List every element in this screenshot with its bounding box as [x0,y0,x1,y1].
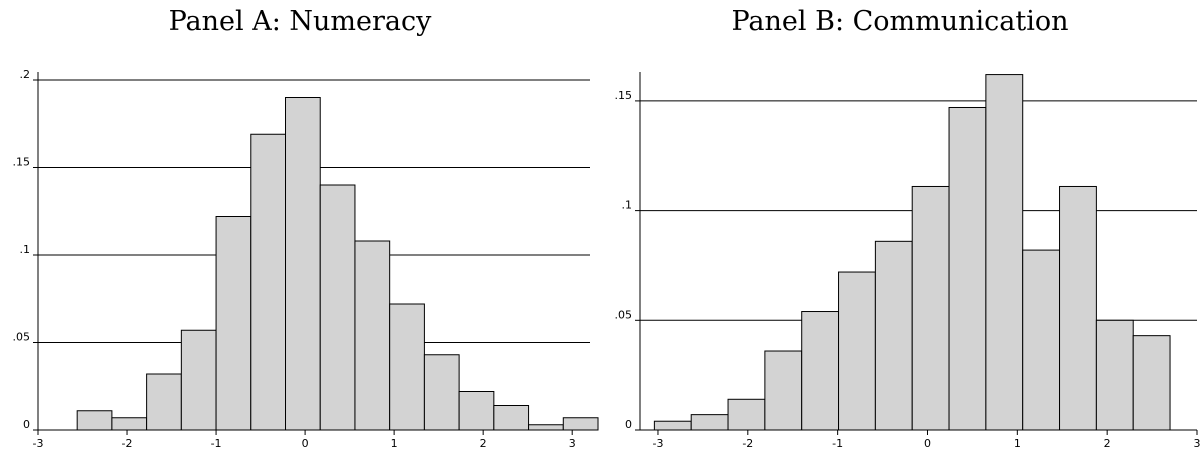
panel-a-bar [389,303,425,431]
panel-a-bar [354,240,391,431]
panel-b-y-tick-label: .1 [622,199,633,212]
panel-b-bar [801,311,840,431]
panel-b-y-tick-label: .15 [615,89,633,102]
panel-b-bar [985,74,1024,431]
panel-b-bar [1132,335,1171,431]
panel-a-plot: 0 .05 .1 .15 .2 -3 -2 -1 0 1 2 3 [13,68,599,450]
panel-a-bar [562,417,599,431]
panel-a-bar [528,424,564,431]
panel-b-x-tick-label: -1 [832,437,843,450]
panel-b-bar [653,420,692,431]
panel-a-title: Panel A: Numeracy [168,6,432,37]
panel-b-bar [874,240,913,431]
panel-b-x-tick-label: 0 [924,437,931,450]
panel-a-bar [146,373,182,431]
panel-b-title: Panel B: Communication [731,6,1069,37]
panel-a-bar [111,417,148,431]
panel-a-x-tick-label: -1 [211,437,222,450]
panel-b-y-tick-label: .05 [615,308,633,321]
panel-a-y-tick-label: .2 [20,68,31,81]
panel-b-plot: 0 .05 .1 .15 -3 -2 -1 0 1 2 3 [615,72,1200,450]
panel-a-x-tick-label: 3 [569,437,576,450]
panel-b-bar [1095,319,1134,431]
panel-b-bar [1059,185,1097,431]
panel-a-x-tick-label: -3 [33,437,44,450]
panel-a-y-tick-label: .1 [20,243,31,256]
panel-a-bar [250,133,287,431]
panel-a-x-tick-label: 0 [302,437,309,450]
panel-b-bar [911,185,950,431]
panel-b-x-tick-label: 3 [1194,437,1200,450]
panel-a-x-tick-label: 1 [391,437,398,450]
panel-b-bar [1022,249,1061,431]
panel-a-y-tick-label: .05 [13,331,31,344]
panel-a-bar [458,391,495,431]
panel-b-bar [727,398,766,431]
panel-a-bar [180,329,217,431]
panel-a-bar [423,354,460,431]
panel-b-x-tick-label: 1 [1014,437,1021,450]
panel-b-bar [948,106,987,431]
panel-a-y-tick-label: 0 [23,418,30,431]
panel-b-bar [838,271,876,431]
panel-a-x-tick-label: -2 [122,437,133,450]
panel-a-bar [493,405,530,431]
panel-a-y-tick-label: .15 [13,156,31,169]
panel-a-bar [76,410,113,431]
panel-b-y-tick-label: 0 [625,418,632,431]
panel-a-bar [215,216,252,431]
panel-b-bar [764,350,803,431]
panel-b-bar [690,414,729,431]
panel-b-x-tick-label: -2 [742,437,753,450]
panel-a-bar [285,97,321,431]
panel-a-bar [319,184,356,431]
panel-a-x-tick-label: 2 [480,437,487,450]
panel-b-x-tick-label: 2 [1104,437,1111,450]
panel-b-x-tick-label: -3 [652,437,663,450]
